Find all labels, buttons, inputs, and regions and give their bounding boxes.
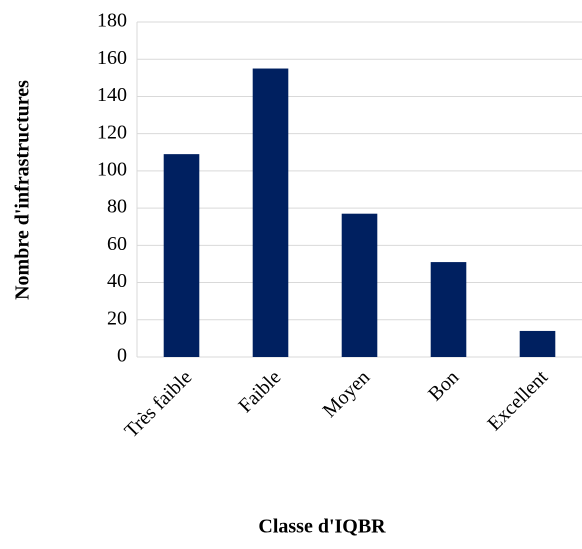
y-tick-label: 0 [117,345,127,367]
bar [163,154,200,357]
x-tick-label: Faible [234,366,285,417]
y-tick-label: 40 [107,270,127,292]
y-tick-label: 180 [97,10,127,32]
y-tick-label: 140 [97,84,127,106]
bar [341,213,378,357]
bar [252,68,289,358]
x-tick-label: Bon [424,366,463,405]
y-tick-label: 20 [107,307,127,329]
x-axis-title: Classe d'IQBR [258,516,386,538]
x-tick-label: Moyen [319,366,375,422]
bar [519,330,556,357]
y-axis-title: Nombre d'infrastructures [12,80,34,300]
y-tick-label: 80 [107,196,127,218]
x-tick-label: Très faible [120,366,196,442]
y-tick-label: 160 [97,47,127,69]
y-tick-label: 120 [97,121,127,143]
y-tick-label: 100 [97,158,127,180]
x-tick-label: Excellent [483,366,552,435]
bar [430,262,467,357]
y-tick-label: 60 [107,233,127,255]
